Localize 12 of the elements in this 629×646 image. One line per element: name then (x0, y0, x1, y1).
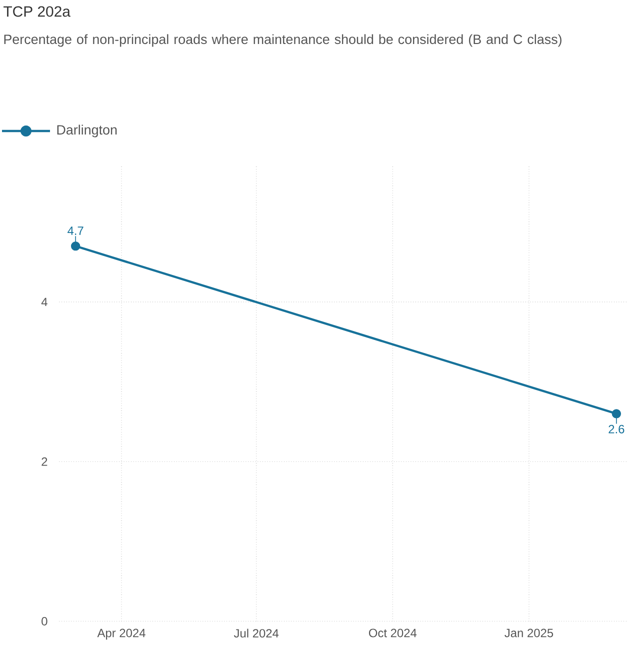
x-tick-label: Jul 2024 (234, 628, 279, 638)
data-label: 2.6 (608, 424, 624, 434)
chart-subtitle: Percentage of non-principal roads where maintenance should be considered (B and C class) (4, 34, 562, 47)
x-tick-label: Apr 2024 (97, 628, 146, 640)
y-tick-label: 4 (42, 298, 48, 306)
y-tick-label: 0 (42, 617, 48, 626)
chart-title: TCP 202a (4, 6, 71, 17)
x-tick-label: Jan 2025 (504, 628, 554, 638)
x-tick-label: Oct 2024 (369, 628, 417, 638)
legend-label: Darlington (57, 124, 117, 138)
data-label: 4.7 (68, 226, 84, 235)
y-tick-label: 2 (42, 457, 48, 466)
